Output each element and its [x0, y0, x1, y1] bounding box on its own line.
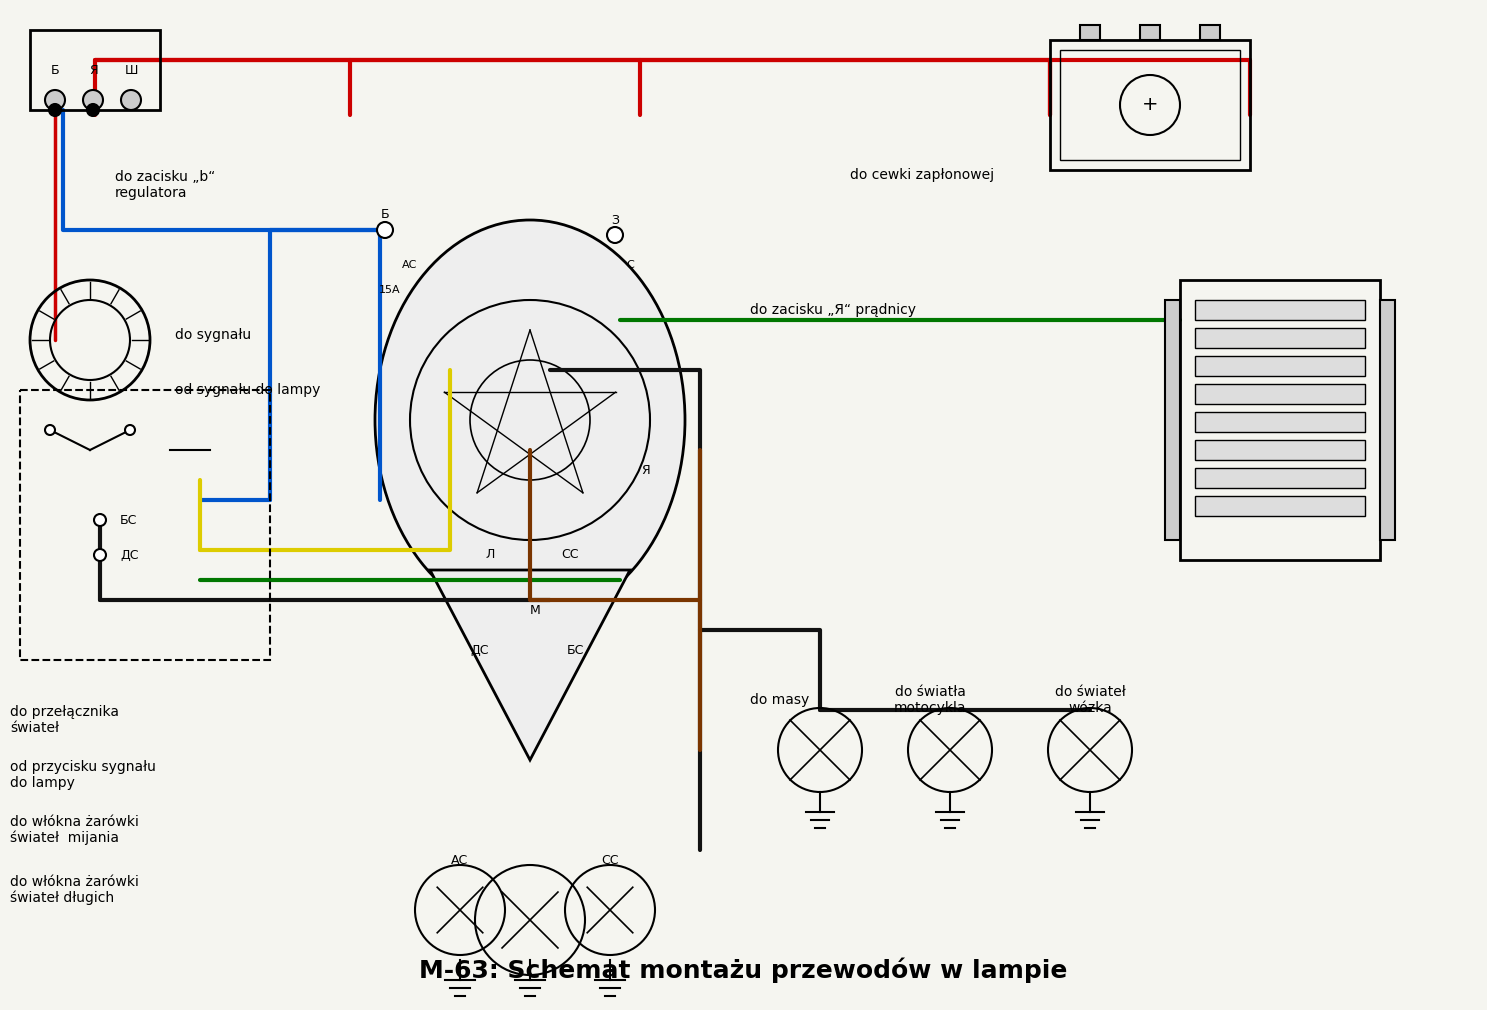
- Bar: [1050, 40, 1251, 170]
- Circle shape: [94, 549, 106, 561]
- Circle shape: [45, 425, 55, 435]
- Text: ДС: ДС: [471, 643, 489, 656]
- Bar: [1196, 412, 1365, 432]
- Bar: [1181, 280, 1380, 560]
- Text: Л: Л: [485, 548, 495, 562]
- Bar: [30, 30, 161, 110]
- Circle shape: [607, 227, 623, 243]
- Text: БС: БС: [567, 643, 584, 656]
- Bar: [1196, 468, 1365, 488]
- Bar: [19, 390, 271, 660]
- Bar: [1196, 300, 1365, 320]
- Text: do włókna żarówki
świateł  mijania: do włókna żarówki świateł mijania: [10, 815, 138, 845]
- Text: od przycisku sygnału
do lampy: od przycisku sygnału do lampy: [10, 760, 156, 790]
- Bar: [1060, 50, 1240, 160]
- Circle shape: [88, 104, 100, 116]
- Circle shape: [125, 425, 135, 435]
- Circle shape: [83, 90, 103, 110]
- Text: ДС: ДС: [120, 548, 138, 562]
- Text: Я: Я: [641, 464, 650, 477]
- Bar: [1196, 384, 1365, 404]
- Text: do zacisku „Я“ prądnicy: do zacisku „Я“ prądnicy: [749, 303, 916, 317]
- Text: АС: АС: [403, 260, 418, 270]
- Text: С: С: [626, 260, 633, 270]
- Text: БС: БС: [120, 513, 137, 526]
- Text: do włókna żarówki
świateł długich: do włókna żarówki świateł długich: [10, 875, 138, 905]
- Bar: [1141, 25, 1160, 40]
- Text: do przełącznika
świateł: do przełącznika świateł: [10, 705, 119, 735]
- Text: Ш: Ш: [125, 64, 138, 77]
- Bar: [1196, 496, 1365, 516]
- Text: M-63: Schemat montażu przewodów w lampie: M-63: Schemat montażu przewodów w lampie: [419, 957, 1068, 983]
- Text: do zacisku „b“
regulatora: do zacisku „b“ regulatora: [114, 170, 216, 200]
- Text: do masy: do masy: [751, 693, 809, 707]
- Circle shape: [49, 104, 61, 116]
- Bar: [1196, 440, 1365, 460]
- Text: М: М: [529, 604, 540, 616]
- Polygon shape: [430, 570, 630, 760]
- Circle shape: [120, 90, 141, 110]
- Text: +: +: [1142, 96, 1158, 114]
- Text: АС: АС: [452, 853, 468, 867]
- Text: do sygnału: do sygnału: [175, 328, 251, 342]
- Bar: [1380, 300, 1395, 540]
- Text: do cewki zapłonowej: do cewki zapłonowej: [851, 168, 995, 182]
- Bar: [1196, 328, 1365, 348]
- Text: Б: Б: [51, 64, 59, 77]
- Bar: [1164, 300, 1181, 540]
- Text: СС: СС: [601, 853, 619, 867]
- Text: Б: Б: [381, 208, 390, 221]
- Text: od sygnału do lampy: od sygnału do lampy: [175, 383, 320, 397]
- Text: З: З: [611, 213, 619, 226]
- Text: do świateł
wózka: do świateł wózka: [1054, 685, 1126, 715]
- Text: СС: СС: [561, 548, 578, 562]
- Ellipse shape: [375, 220, 686, 620]
- Text: Я: Я: [89, 64, 97, 77]
- Circle shape: [378, 222, 393, 238]
- Bar: [1080, 25, 1100, 40]
- Circle shape: [94, 514, 106, 526]
- Text: 15А: 15А: [379, 285, 401, 295]
- Bar: [1196, 356, 1365, 376]
- Text: do światła
motocykla: do światła motocykla: [894, 685, 967, 715]
- Bar: [1200, 25, 1219, 40]
- Circle shape: [45, 90, 65, 110]
